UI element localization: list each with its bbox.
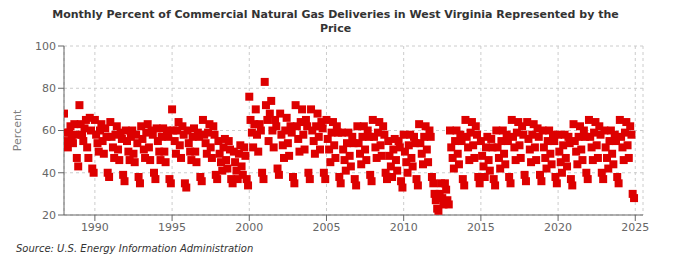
svg-text:1990: 1990 (81, 221, 109, 234)
svg-text:2010: 2010 (390, 221, 418, 234)
svg-text:60: 60 (42, 124, 56, 137)
svg-text:2020: 2020 (544, 221, 572, 234)
svg-text:20: 20 (42, 209, 56, 222)
svg-text:Percent: Percent (11, 109, 24, 151)
html-text:Monthly Percent of Commercial: Monthly Percent of Commercial Natural Ga… (52, 8, 619, 35)
svg-text:80: 80 (42, 82, 56, 95)
svg-text:2000: 2000 (235, 221, 263, 234)
svg-text:1995: 1995 (158, 221, 186, 234)
html-text:Source: U.S. Energy Informatio: Source: U.S. Energy Information Administ… (16, 243, 254, 254)
svg-text:100: 100 (35, 40, 56, 53)
svg-text:2015: 2015 (467, 221, 495, 234)
svg-text:2005: 2005 (312, 221, 340, 234)
svg-text:40: 40 (42, 167, 56, 180)
svg-text:2025: 2025 (621, 221, 649, 234)
